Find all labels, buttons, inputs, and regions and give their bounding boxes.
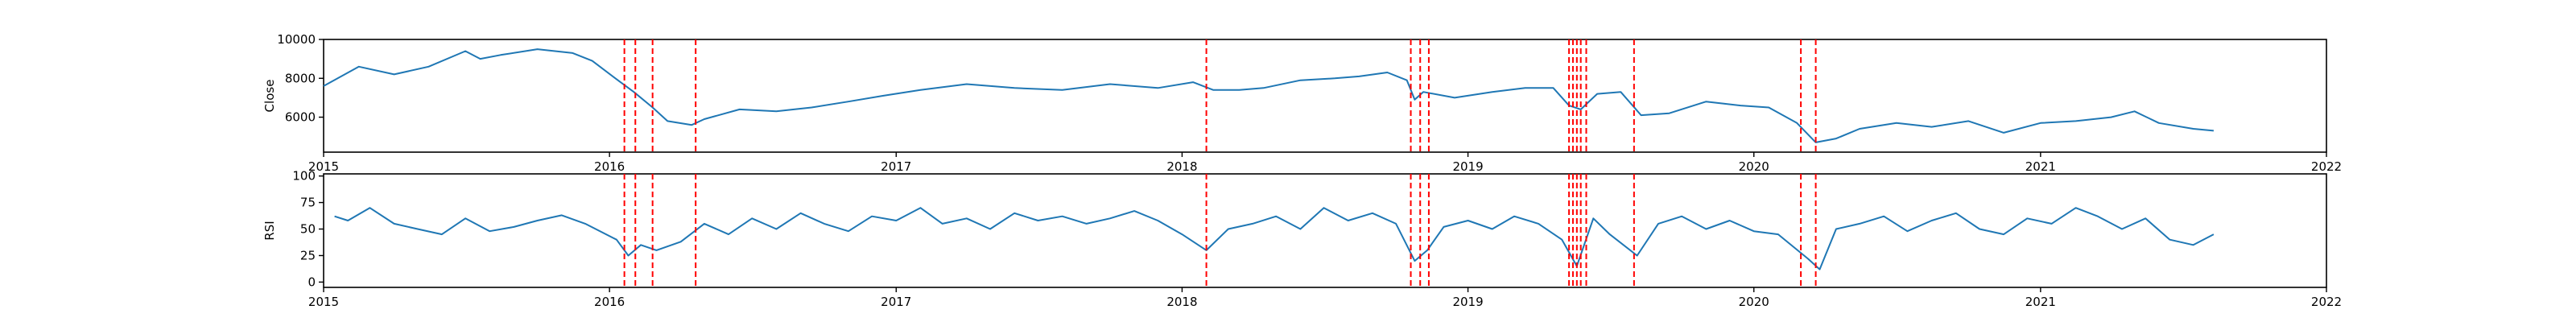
chart-1-ytick-label-1: 25	[300, 248, 316, 262]
chart-0-series-line-0	[323, 48, 2214, 143]
chart-0-xtick-label-3: 2018	[1166, 159, 1197, 174]
chart-0-ytick-label-2: 10000	[277, 32, 316, 47]
chart-0-xtick-label-5: 2020	[1739, 159, 1769, 174]
chart-1-series-line-0	[334, 207, 2215, 270]
chart-0-xtick-label-7: 2022	[2311, 159, 2342, 174]
chart-1-ytick-label-4: 100	[292, 169, 316, 184]
chart-0-ytick-label-0: 6000	[285, 110, 316, 125]
chart-1-xtick-label-5: 2020	[1739, 295, 1769, 309]
chart-1-xtick-label-3: 2018	[1166, 295, 1197, 309]
chart-1-xtick-label-0: 2015	[308, 295, 339, 309]
chart-0-xtick-label-4: 2019	[1452, 159, 1483, 174]
chart-1-ylabel: RSI	[262, 221, 277, 240]
chart-1-ytick-label-0: 0	[308, 275, 316, 289]
chart-1-xtick-label-1: 2016	[594, 295, 625, 309]
rsi-panel: 0 25 50 75 100 2015 2016 2017 2018 2019 2020 2021 20…	[262, 169, 2342, 309]
chart-0-ylabel: Close	[262, 80, 277, 113]
chart-0-xtick-label-1: 2016	[594, 159, 625, 174]
chart-1-xtick-label-2: 2017	[881, 295, 911, 309]
chart-0-ytick-label-1: 8000	[285, 71, 316, 85]
chart-0-xtick-label-2: 2017	[881, 159, 911, 174]
chart-1-xtick-label-7: 2022	[2311, 295, 2342, 309]
chart-1-xtick-label-6: 2021	[2025, 295, 2056, 309]
chart-0-xtick-label-0: 2015	[308, 159, 339, 174]
chart-1-xtick-label-4: 2019	[1452, 295, 1483, 309]
chart-0-axes-frame	[323, 39, 2327, 153]
chart-0-xtick-label-6: 2021	[2025, 159, 2056, 174]
chart-1-ytick-label-2: 50	[300, 222, 316, 237]
close-price-panel: 6000 8000 10000 2015 2016 2017 2018 2019 2020 202…	[262, 32, 2342, 174]
chart-1-ytick-label-3: 75	[300, 196, 316, 210]
chart-1-axes-frame	[323, 173, 2327, 288]
